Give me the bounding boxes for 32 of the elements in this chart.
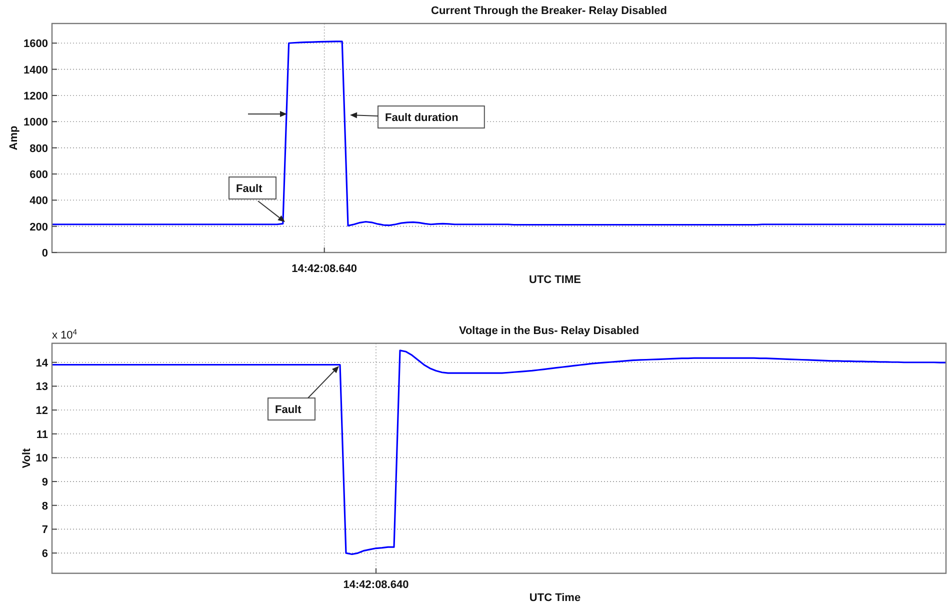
chart-title: Voltage in the Bus- Relay Disabled — [458, 325, 640, 337]
x-tick-label: 14:42:08.640 — [343, 579, 409, 591]
y-tick-label: 13 — [36, 381, 48, 394]
annotation: Fault — [275, 404, 302, 416]
y-tick-label: 1200 — [24, 90, 48, 102]
y-tick-label: 800 — [30, 142, 48, 155]
annotation: Fault duration — [385, 112, 459, 124]
y-tick-label: 0 — [42, 248, 48, 260]
y-tick-label: 12 — [36, 405, 48, 418]
y-tick-label: 1400 — [24, 64, 48, 76]
y-tick-label: 1000 — [24, 116, 48, 129]
y-tick-label: 8 — [42, 500, 48, 512]
y-tick-label: 1600 — [24, 38, 48, 50]
x-tick-label: 14:42:08.640 — [292, 263, 358, 275]
text: x 10$^{4}$ — [52, 326, 78, 342]
y-tick-label: 6 — [42, 548, 48, 560]
y-tick-label: 7 — [42, 524, 48, 536]
x-axis-title: UTC TIME — [529, 274, 581, 286]
line-series — [51, 40, 947, 226]
x-axis-title: UTC Time — [529, 592, 581, 604]
line-series — [51, 350, 947, 556]
y-tick-label: 400 — [30, 195, 48, 208]
y-tick-label: 10 — [36, 452, 48, 465]
annotation: Fault — [236, 183, 263, 195]
chart-title: Current Through the Breaker- Relay Disabled — [431, 5, 667, 17]
y-tick-label: 11 — [36, 428, 48, 441]
y-tick-label: 600 — [30, 168, 48, 181]
y-axis-title: Volt — [21, 448, 33, 468]
y-tick-label: 200 — [30, 221, 48, 234]
y-tick-label: 9 — [42, 476, 48, 489]
y-axis-title: Amp — [8, 126, 20, 150]
y-tick-label: 14 — [36, 357, 49, 370]
